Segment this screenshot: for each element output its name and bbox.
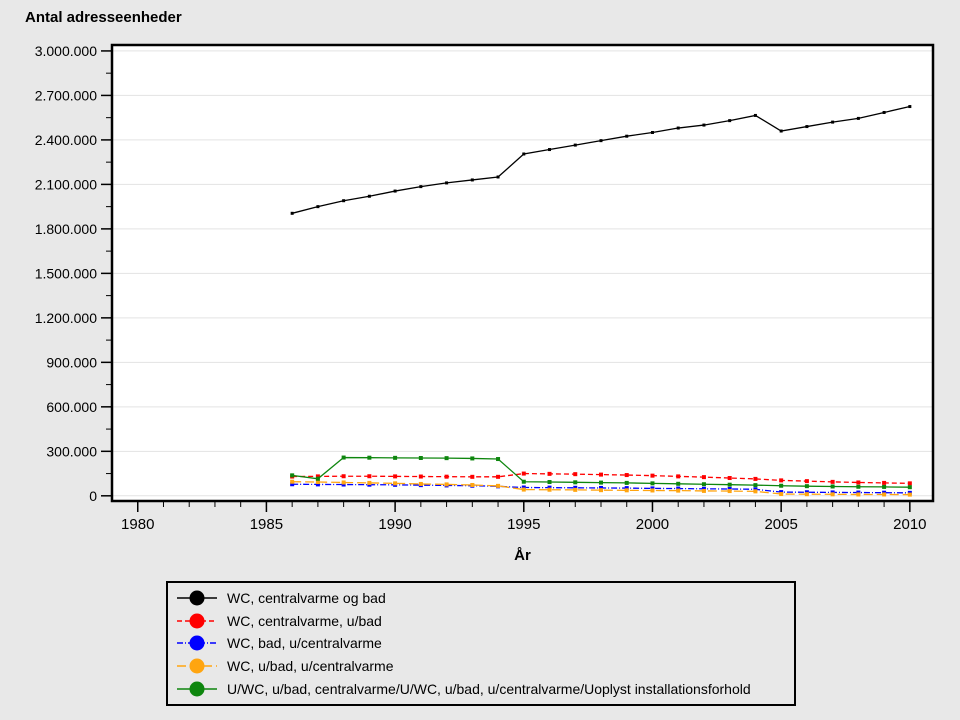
- legend-marker-icon: [189, 658, 205, 674]
- legend-item: WC, centralvarme, u/bad: [176, 610, 786, 632]
- legend-marker-icon: [189, 635, 205, 651]
- legend-line-icon: [177, 613, 217, 629]
- legend-line-icon: [177, 658, 217, 674]
- legend-item-label: WC, u/bad, u/centralvarme: [227, 658, 394, 675]
- x-tick-label: 1995: [507, 516, 540, 533]
- legend-item-label: WC, bad, u/centralvarme: [227, 635, 382, 652]
- x-tick-label: 1985: [250, 516, 283, 533]
- x-tick-label: 1980: [121, 516, 154, 533]
- legend-item: WC, u/bad, u/centralvarme: [176, 655, 786, 677]
- x-tick-label: 2010: [893, 516, 926, 533]
- legend-item: WC, centralvarme og bad: [176, 587, 786, 609]
- y-tick-label: 3.000.000: [35, 43, 97, 59]
- legend-item: U/WC, u/bad, centralvarme/U/WC, u/bad, u…: [176, 678, 786, 700]
- legend-line-icon: [177, 635, 217, 651]
- gridlines: [112, 50, 933, 497]
- series-2-line: [290, 471, 912, 486]
- line-chart-canvas: 0 300.000 600.000 900.000 1.200.000 1.500.000…: [35, 43, 935, 533]
- legend-marker-icon: [189, 590, 205, 606]
- chart-title: Antal adresseenheder: [25, 9, 182, 26]
- x-axis: 1980 1985 1990 1995 2000 2005 2010: [121, 501, 927, 533]
- series-4-line: [290, 479, 912, 497]
- legend-line-icon: [177, 681, 217, 697]
- y-tick-label: 2.400.000: [35, 132, 97, 148]
- series-1-line: [290, 105, 912, 215]
- legend-item: WC, bad, u/centralvarme: [176, 632, 786, 654]
- x-tick-label: 2005: [764, 516, 797, 533]
- x-tick-label: 2000: [636, 516, 669, 533]
- y-tick-label: 1.500.000: [35, 265, 97, 281]
- legend-marker-icon: [189, 681, 205, 697]
- y-tick-label: 1.800.000: [35, 221, 97, 237]
- legend-marker-icon: [189, 613, 205, 629]
- y-tick-label: 1.200.000: [35, 310, 97, 326]
- y-tick-label: 0: [89, 488, 97, 504]
- series-5-line: [290, 455, 912, 490]
- legend-item-label: WC, centralvarme og bad: [227, 590, 386, 607]
- y-tick-label: 2.100.000: [35, 176, 97, 192]
- legend-line-icon: [177, 590, 217, 606]
- legend-box: WC, centralvarme og bad WC, centralvarme,…: [166, 581, 796, 706]
- x-tick-label: 1990: [378, 516, 411, 533]
- y-tick-label: 600.000: [46, 399, 97, 415]
- x-axis-label: År: [514, 547, 531, 564]
- y-tick-label: 900.000: [46, 354, 97, 370]
- y-tick-label: 300.000: [46, 443, 97, 459]
- legend-item-label: WC, centralvarme, u/bad: [227, 612, 382, 629]
- legend-item-label: U/WC, u/bad, centralvarme/U/WC, u/bad, u…: [227, 680, 751, 697]
- y-axis: 0 300.000 600.000 900.000 1.200.000 1.500.000…: [35, 43, 112, 504]
- y-tick-label: 2.700.000: [35, 87, 97, 103]
